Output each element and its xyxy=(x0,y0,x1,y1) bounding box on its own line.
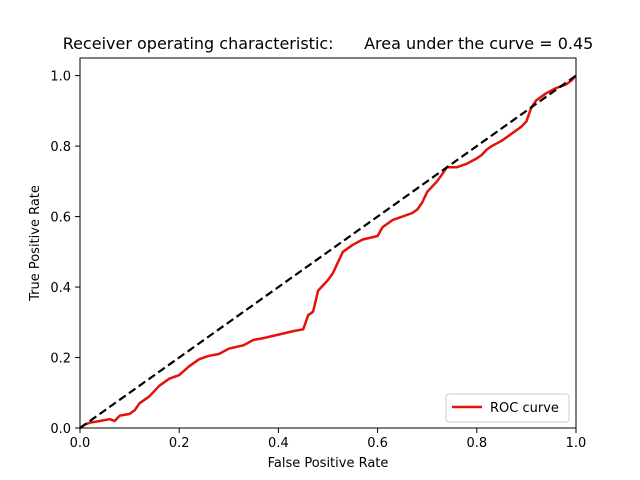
y-axis-ticks: 0.0 0.2 0.4 0.6 0.8 1.0 xyxy=(50,70,80,437)
y-tick-label: 0.2 xyxy=(50,352,71,367)
y-tick-label: 0.4 xyxy=(50,281,71,296)
y-tick-label: 0.8 xyxy=(50,140,71,155)
x-tick-label: 1.0 xyxy=(566,436,587,451)
legend-box xyxy=(445,393,570,423)
legend-label-roc-curve: ROC curve xyxy=(490,401,559,416)
y-tick-label: 0.0 xyxy=(50,422,71,437)
x-tick-label: 0.8 xyxy=(466,436,487,451)
x-axis-ticks: 0.0 0.2 0.4 0.6 0.8 1.0 xyxy=(70,428,587,451)
y-tick-label: 0.6 xyxy=(50,211,71,226)
series-layer xyxy=(79,74,577,430)
plot-frame xyxy=(80,58,576,428)
legend: ROC curve xyxy=(445,393,570,423)
x-tick-label: 0.4 xyxy=(268,436,289,451)
x-tick-label: 0.6 xyxy=(367,436,388,451)
plot-area xyxy=(79,57,577,430)
y-axis-label: True Positive Rate xyxy=(28,185,43,302)
y-tick-label: 1.0 xyxy=(50,70,71,85)
series-line-diagonal xyxy=(79,74,577,429)
x-tick-label: 0.2 xyxy=(169,436,190,451)
series-line-roc-curve xyxy=(79,74,577,430)
axes-border xyxy=(79,57,577,429)
x-axis-label: False Positive Rate xyxy=(268,456,389,471)
chart-title: Receiver operating characteristic: Area … xyxy=(63,34,594,53)
x-tick-label: 0.0 xyxy=(70,436,91,451)
